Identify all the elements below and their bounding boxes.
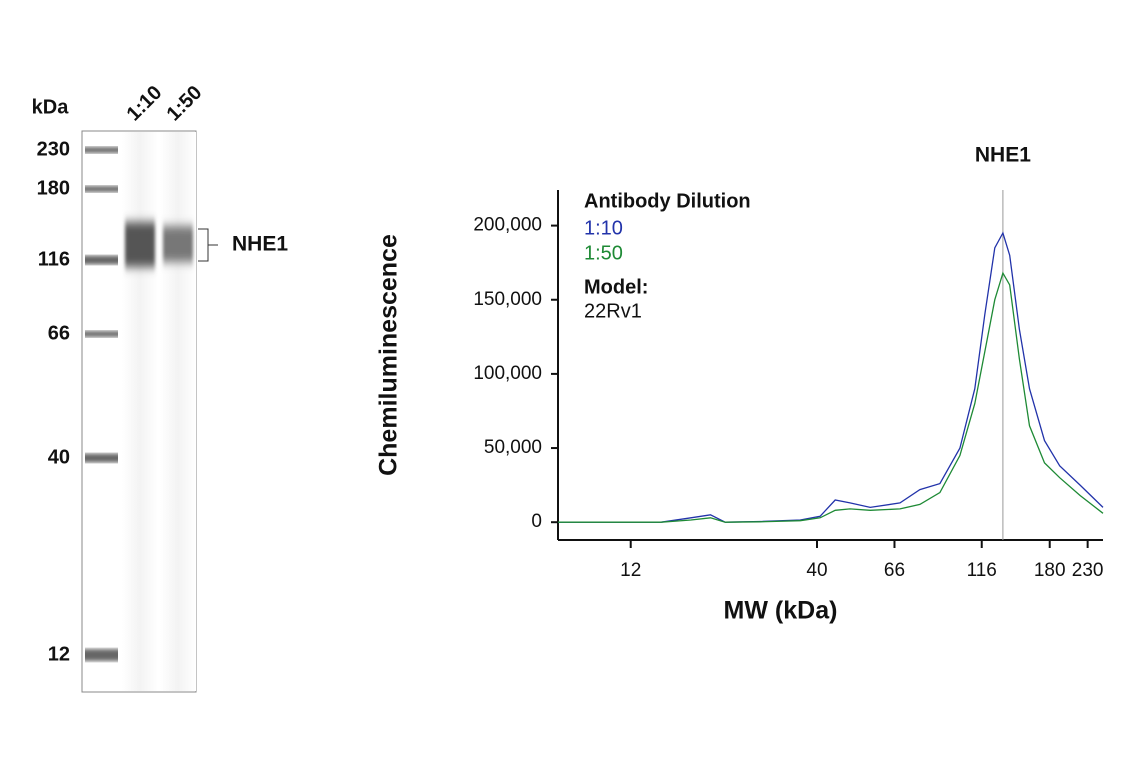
x-tick-label: 66 [884,560,905,581]
ladder-band [85,255,118,265]
y-tick-label: 150,000 [473,289,542,310]
lane-label: 1:10 [123,82,167,126]
series-line [558,271,1104,523]
ladder-band [85,186,118,192]
legend-title: Antibody Dilution [584,190,751,212]
legend-entry: 1:50 [584,242,623,264]
x-axis-label: MW (kDa) [724,597,838,625]
y-tick-label: 200,000 [473,215,542,236]
ladder-band [85,453,118,463]
lane [160,132,196,691]
marker-label: 230 [37,138,70,160]
band [163,226,193,262]
y-tick-label: 100,000 [473,363,542,384]
lane [122,132,158,691]
y-tick-label: 0 [531,511,542,532]
band [125,222,155,267]
sample-bands [125,222,193,267]
marker-label: 116 [38,248,70,270]
ladder-band [85,331,118,337]
x-tick-label: 116 [967,560,997,581]
series-line [558,231,1104,523]
ladder-band [85,147,118,153]
lane-label: 1:50 [163,82,207,126]
marker-label: 12 [48,643,70,665]
x-tick-label: 180 [1034,560,1066,581]
unit-label: kDa [32,96,70,118]
x-tick-label: 40 [806,560,827,581]
band-label: NHE1 [232,233,288,256]
model-label: Model: [584,276,648,298]
marker-label: 40 [48,446,70,468]
marker-label: 66 [48,322,70,344]
model-value: 22Rv1 [584,300,642,322]
marker-label: 180 [37,177,70,199]
legend-entry: 1:10 [584,217,623,239]
x-tick-label: 230 [1072,560,1104,581]
y-axis-label: Chemiluminescence [375,234,403,476]
ladder-band [85,649,118,661]
x-tick-label: 12 [620,560,641,581]
annotation-label: NHE1 [975,144,1031,167]
y-tick-label: 50,000 [484,437,542,458]
blot: kDa NHE1 230 180 116 66 40 12 1:101:50 [32,82,288,693]
bracket [198,228,218,262]
chart: 0 50,000 100,000 150,000 200,000 12 40 66 116 180… [375,144,1104,625]
